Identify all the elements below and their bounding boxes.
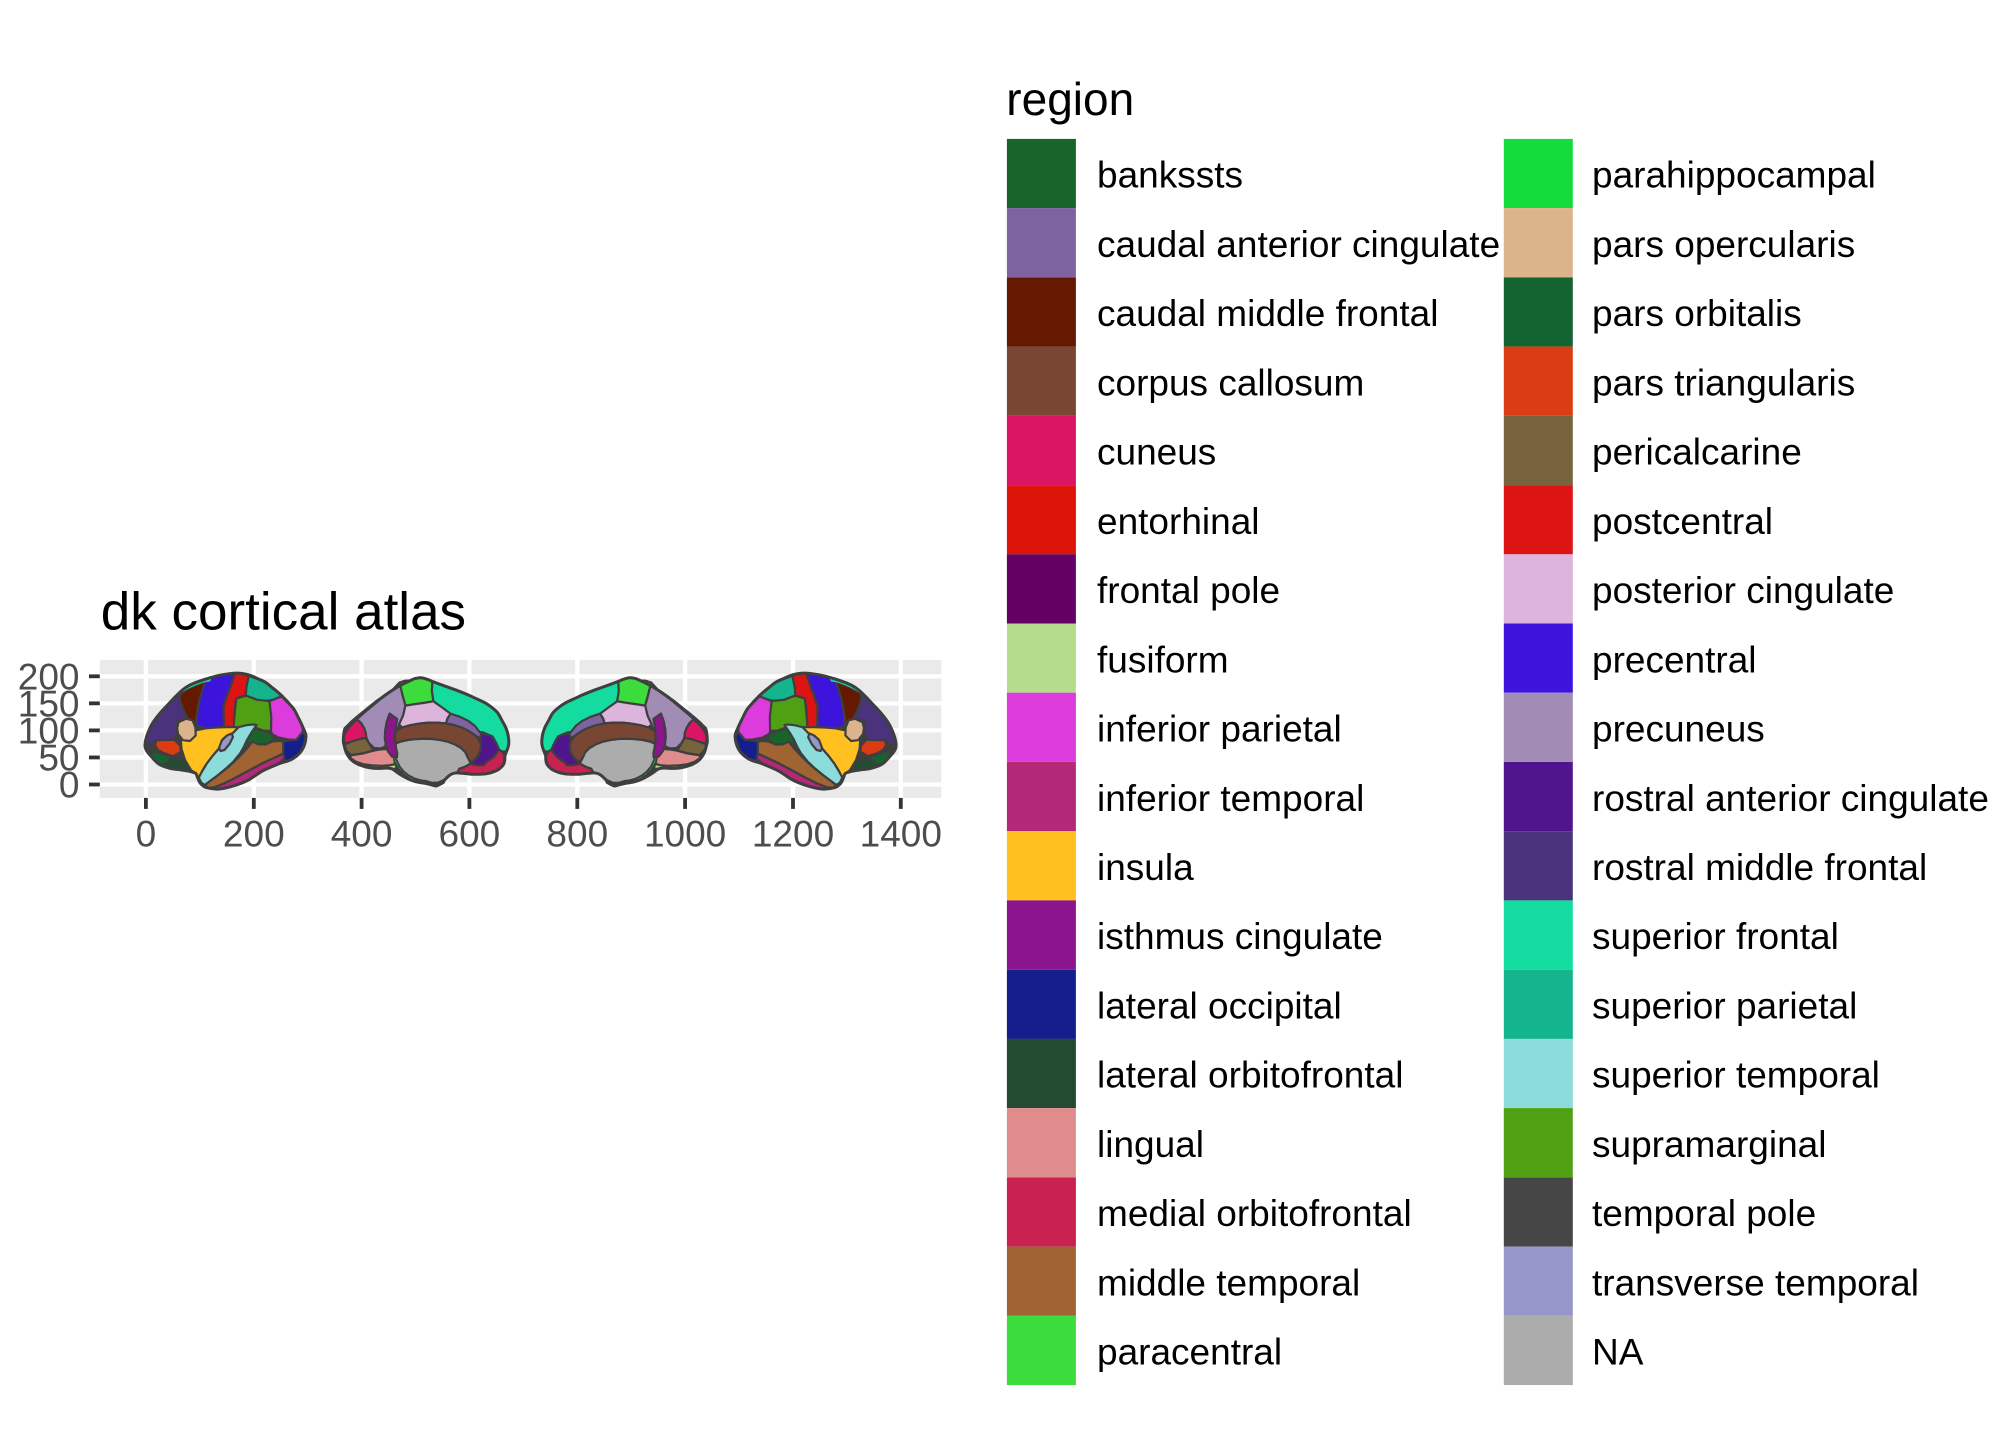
svg-text:isthmus cingulate: isthmus cingulate <box>1097 916 1383 957</box>
svg-text:lateral occipital: lateral occipital <box>1097 986 1342 1027</box>
svg-text:insula: insula <box>1097 847 1194 888</box>
svg-text:parahippocampal: parahippocampal <box>1592 155 1876 196</box>
svg-text:inferior parietal: inferior parietal <box>1097 709 1342 750</box>
svg-text:medial orbitofrontal: medial orbitofrontal <box>1097 1193 1412 1234</box>
svg-text:800: 800 <box>546 814 608 855</box>
svg-text:100: 100 <box>18 710 80 751</box>
svg-text:fusiform: fusiform <box>1097 639 1229 680</box>
svg-text:rostral middle frontal: rostral middle frontal <box>1592 847 1927 888</box>
svg-text:temporal pole: temporal pole <box>1592 1193 1816 1234</box>
svg-text:superior temporal: superior temporal <box>1592 1055 1880 1096</box>
svg-text:superior parietal: superior parietal <box>1592 986 1857 1027</box>
svg-text:bankssts: bankssts <box>1097 155 1243 196</box>
svg-text:dk cortical atlas: dk cortical atlas <box>101 582 466 641</box>
svg-text:caudal anterior cingulate: caudal anterior cingulate <box>1097 224 1500 265</box>
svg-text:cuneus: cuneus <box>1097 432 1216 473</box>
svg-text:lingual: lingual <box>1097 1124 1204 1165</box>
svg-text:0: 0 <box>136 814 157 855</box>
svg-text:pars opercularis: pars opercularis <box>1592 224 1855 265</box>
svg-text:1000: 1000 <box>644 814 726 855</box>
svg-text:lateral orbitofrontal: lateral orbitofrontal <box>1097 1055 1403 1096</box>
svg-text:entorhinal: entorhinal <box>1097 501 1260 542</box>
svg-text:pars orbitalis: pars orbitalis <box>1592 293 1802 334</box>
svg-text:region: region <box>1006 73 1134 125</box>
svg-text:rostral anterior cingulate: rostral anterior cingulate <box>1592 778 1989 819</box>
svg-text:1400: 1400 <box>860 814 942 855</box>
svg-text:1200: 1200 <box>752 814 834 855</box>
svg-text:supramarginal: supramarginal <box>1592 1124 1826 1165</box>
svg-text:0: 0 <box>59 765 80 806</box>
svg-text:superior frontal: superior frontal <box>1592 916 1839 957</box>
svg-text:caudal middle frontal: caudal middle frontal <box>1097 293 1438 334</box>
svg-text:200: 200 <box>18 656 80 697</box>
svg-text:corpus callosum: corpus callosum <box>1097 362 1364 403</box>
svg-text:paracentral: paracentral <box>1097 1332 1282 1373</box>
svg-text:pars triangularis: pars triangularis <box>1592 362 1855 403</box>
svg-text:middle temporal: middle temporal <box>1097 1262 1360 1303</box>
svg-text:posterior cingulate: posterior cingulate <box>1592 570 1894 611</box>
svg-text:inferior temporal: inferior temporal <box>1097 778 1364 819</box>
svg-text:400: 400 <box>331 814 393 855</box>
svg-text:NA: NA <box>1592 1332 1644 1373</box>
svg-text:precuneus: precuneus <box>1592 709 1765 750</box>
svg-text:150: 150 <box>18 683 80 724</box>
svg-text:postcentral: postcentral <box>1592 501 1773 542</box>
svg-text:600: 600 <box>439 814 501 855</box>
svg-text:transverse temporal: transverse temporal <box>1592 1262 1919 1303</box>
svg-text:200: 200 <box>223 814 285 855</box>
svg-text:50: 50 <box>38 738 79 779</box>
svg-text:frontal pole: frontal pole <box>1097 570 1280 611</box>
svg-text:pericalcarine: pericalcarine <box>1592 432 1802 473</box>
svg-text:precentral: precentral <box>1592 639 1757 680</box>
